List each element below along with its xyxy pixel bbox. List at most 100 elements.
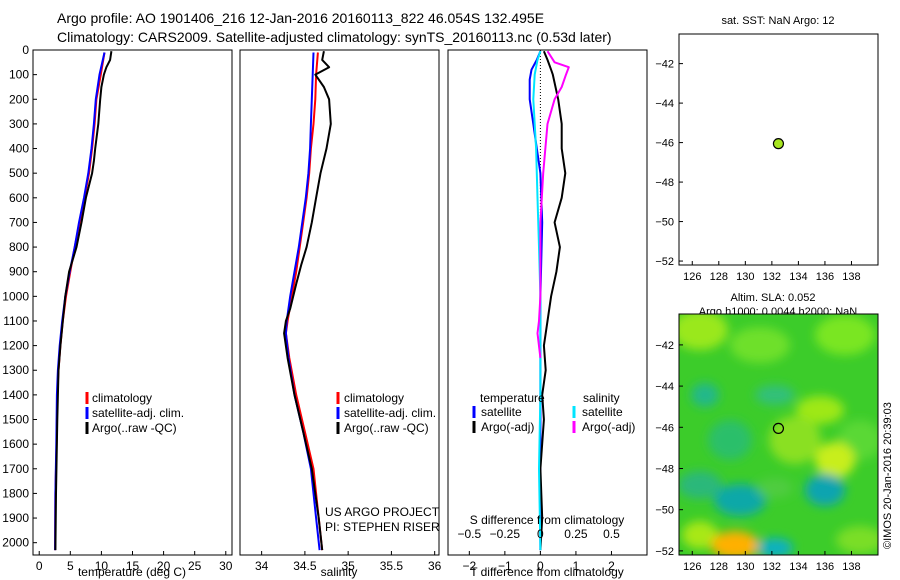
- difference-legend-t-argo-label: Argo(-adj): [481, 420, 534, 434]
- depth-tick-label-0: 0: [22, 43, 29, 57]
- depth-tick-label-400: 400: [9, 142, 29, 156]
- salinity-legend-clim-label: climatology: [344, 391, 404, 405]
- depth-tick-label-200: 200: [9, 92, 29, 106]
- difference-legend-s-argo-label: Argo(-adj): [582, 420, 635, 434]
- temperature-legend: climatology satellite-adj. clim. Argo(..…: [85, 391, 184, 435]
- salinity-x-tick-label-0: 34: [255, 559, 269, 573]
- location-panel: sat. SST: NaN Argo: 12 126 128 130 132 134 13…: [655, 15, 879, 283]
- salinity-x-ticks: 34 34.5 35 35.5 36: [255, 551, 442, 573]
- depth-tick-label-600: 600: [9, 191, 29, 205]
- salinity-legend-argo-label: Argo(..raw -QC): [344, 421, 429, 435]
- depth-tick-label-1600: 1600: [2, 437, 29, 451]
- altimetry-x-tick-label-132: 132: [763, 561, 781, 573]
- depth-tick-label-300: 300: [9, 117, 29, 131]
- difference-panel: −2 −1 0 1 2 temperature salinity satellite A…: [447, 49, 648, 579]
- location-x-tick-label-132: 132: [763, 271, 781, 283]
- location-axes-frame: [678, 33, 879, 266]
- difference-series-s-satellite: [532, 50, 542, 551]
- difference-s-tick-label-2: 0: [537, 527, 544, 541]
- imos-watermark: ©IMOS 20-Jan-2016 20:39:03: [882, 402, 894, 549]
- salinity-panel: 34 34.5 35 35.5 36 climatology satellite-adj…: [239, 49, 442, 579]
- altimetry-x-tick-label-128: 128: [710, 561, 728, 573]
- altimetry-points: [772, 422, 785, 435]
- depth-tick-label-100: 100: [9, 68, 29, 82]
- difference-legend: temperature salinity satellite Argo(-adj…: [472, 391, 635, 434]
- location-y-tick-label--46: −46: [655, 138, 674, 150]
- depth-tick-label-1100: 1100: [3, 314, 29, 328]
- altimetry-argo-point-0: [772, 422, 785, 435]
- altimetry-x-tick-label-134: 134: [789, 561, 807, 573]
- depth-tick-label-1900: 1900: [2, 511, 29, 525]
- figure-title-line2: Climatology: CARS2009. Satellite-adjuste…: [57, 29, 612, 45]
- difference-legend-temperature-header: temperature: [480, 391, 545, 405]
- depth-tick-label-900: 900: [9, 265, 29, 279]
- temperature-x-tick-label-5: 25: [188, 559, 202, 573]
- depth-tick-label-1200: 1200: [2, 339, 29, 353]
- temperature-x-tick-label-1: 5: [67, 559, 74, 573]
- salinity-axes-frame: [239, 49, 440, 556]
- difference-s-axis-label: S difference from climatology: [470, 513, 625, 527]
- difference-s-ticks: −0.5 −0.25 0 0.25 0.5: [457, 527, 620, 541]
- location-x-tick-label-126: 126: [683, 271, 701, 283]
- salinity-series-climatology: [284, 52, 324, 551]
- difference-x-label: T difference from climatology: [470, 565, 624, 579]
- depth-tick-label-1000: 1000: [2, 289, 29, 303]
- temperature-series-argo-raw-qc-: [54, 51, 113, 551]
- altimetry-y-tick-label--42: −42: [655, 340, 674, 352]
- difference-series-s-argo-adj-: [536, 50, 570, 359]
- temperature-x-tick-label-0: 0: [36, 559, 43, 573]
- depth-tick-label-800: 800: [9, 240, 29, 254]
- temperature-series: [54, 51, 113, 551]
- depth-tick-label-1800: 1800: [2, 486, 29, 500]
- temperature-legend-clim-label: climatology: [92, 391, 152, 405]
- difference-legend-s-sat-label: satellite: [582, 405, 623, 419]
- difference-s-tick-label-1: −0.25: [490, 527, 521, 541]
- difference-s-tick-label-4: 0.5: [603, 527, 620, 541]
- altimetry-x-tick-label-130: 130: [736, 561, 754, 573]
- altimetry-panel: Altim. SLA: 0.052 Argo h1000: 0.0044 h20…: [655, 292, 879, 573]
- location-x-tick-label-136: 136: [816, 271, 834, 283]
- difference-x-tick-label-0: −2: [462, 559, 476, 573]
- depth-axis-ticks: 0 100 200 300 400 500 600 700 800 900 1000 1100 1200…: [2, 43, 37, 550]
- altimetry-y-tick-label--52: −52: [655, 546, 674, 558]
- difference-legend-t-sat-label: satellite: [481, 405, 522, 419]
- salinity-x-tick-label-4: 36: [428, 559, 442, 573]
- depth-tick-label-700: 700: [9, 215, 29, 229]
- altimetry-x-tick-label-138: 138: [842, 561, 860, 573]
- salinity-x-tick-label-3: 35.5: [380, 559, 404, 573]
- temperature-legend-argo-label: Argo(..raw -QC): [92, 421, 177, 435]
- figure-title-line1: Argo profile: AO 1901406_216 12-Jan-2016…: [57, 10, 544, 26]
- temperature-x-tick-label-4: 20: [157, 559, 171, 573]
- altimetry-axes-frame: [678, 313, 879, 556]
- location-x-tick-label-134: 134: [789, 271, 807, 283]
- location-y-tick-label--48: −48: [655, 177, 674, 189]
- difference-x-tick-label-4: 2: [608, 559, 615, 573]
- altimetry-ticks: 126 128 130 132 134 136 138 −42 −44 −46 −48 −50 −52: [655, 340, 860, 573]
- altimetry-x-tick-label-126: 126: [683, 561, 701, 573]
- depth-tick-label-1400: 1400: [2, 388, 29, 402]
- location-ticks: 126 128 130 132 134 136 138 −42 −44 −46 −48 −50 −52: [655, 59, 860, 283]
- location-y-tick-label--42: −42: [655, 59, 674, 71]
- location-x-tick-label-128: 128: [710, 271, 728, 283]
- salinity-series: [283, 51, 332, 551]
- altimetry-y-tick-label--48: −48: [655, 463, 674, 475]
- salinity-series-argo-raw-qc-: [283, 51, 332, 551]
- salinity-x-tick-label-1: 34.5: [293, 559, 317, 573]
- difference-x-tick-label-1: −1: [498, 559, 512, 573]
- location-y-tick-label--52: −52: [655, 256, 674, 268]
- difference-x-tick-label-3: 1: [573, 559, 580, 573]
- salinity-x-tick-label-2: 35: [341, 559, 355, 573]
- location-y-tick-label--44: −44: [655, 98, 674, 110]
- project-line2: PI: STEPHEN RISER: [325, 520, 440, 534]
- difference-x-ticks: −2 −1 0 1 2: [462, 551, 615, 573]
- salinity-legend-sat-label: satellite-adj. clim.: [344, 406, 436, 420]
- depth-tick-label-1500: 1500: [2, 413, 29, 427]
- difference-legend-salinity-header: salinity: [583, 391, 620, 405]
- altimetry-heatmap: [679, 314, 878, 555]
- depth-tick-label-2000: 2000: [2, 536, 29, 550]
- altimetry-y-tick-label--46: −46: [655, 422, 674, 434]
- temperature-x-tick-label-6: 30: [219, 559, 233, 573]
- temperature-x-tick-label-3: 15: [126, 559, 140, 573]
- location-title: sat. SST: NaN Argo: 12: [721, 15, 834, 27]
- difference-s-tick-label-0: −0.5: [457, 527, 481, 541]
